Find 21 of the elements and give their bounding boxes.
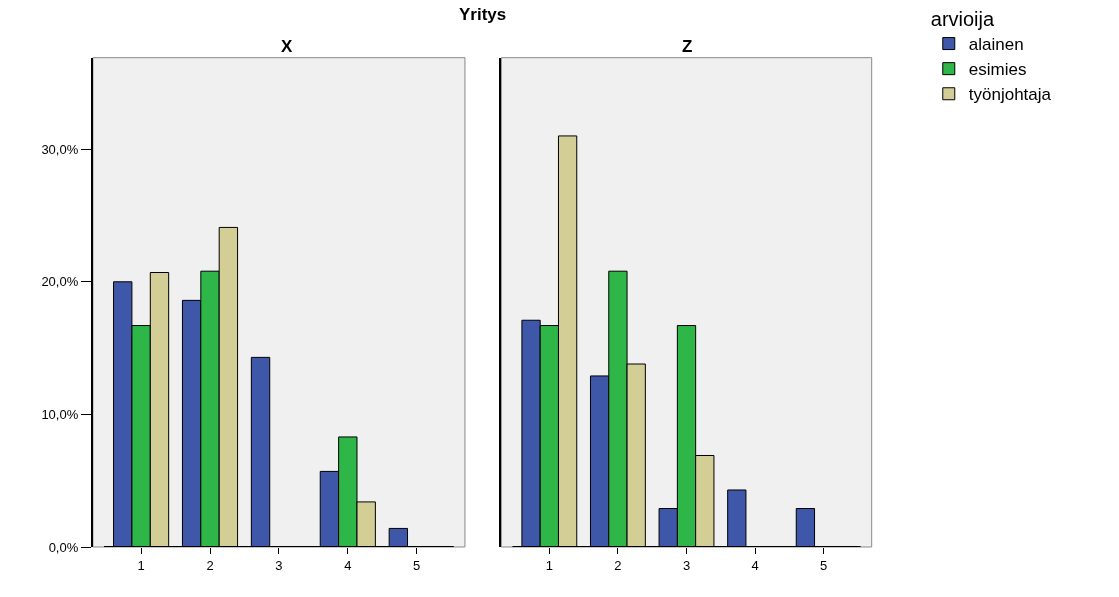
legend-label: alainen (968, 35, 1024, 55)
chart-title: Z (682, 37, 693, 56)
x-tick-label: 5 (413, 557, 421, 573)
y-tick-label: 20,0% (41, 274, 79, 290)
x-tick-label: 1 (545, 557, 553, 573)
x-tick-label: 2 (614, 557, 622, 573)
x-tick-label: 2 (206, 557, 214, 573)
y-tick-label: 10,0% (41, 406, 79, 422)
x-tick-label: 1 (137, 557, 145, 573)
legend-label: työnjohtaja (968, 85, 1052, 105)
x-tick-label: 5 (820, 557, 828, 573)
text: Yritys (459, 5, 507, 24)
legend-title: arvioija (930, 8, 996, 30)
x-tick-label: 3 (682, 557, 691, 573)
y-tick-label: 0,0% (48, 539, 79, 555)
chart-title: X (281, 37, 293, 56)
x-tick-label: 4 (344, 557, 352, 573)
x-tick-label: 3 (275, 557, 283, 573)
y-tick-label: 30,0% (41, 141, 79, 157)
legend-label: esimies (968, 60, 1027, 80)
x-tick-label: 4 (751, 557, 759, 573)
